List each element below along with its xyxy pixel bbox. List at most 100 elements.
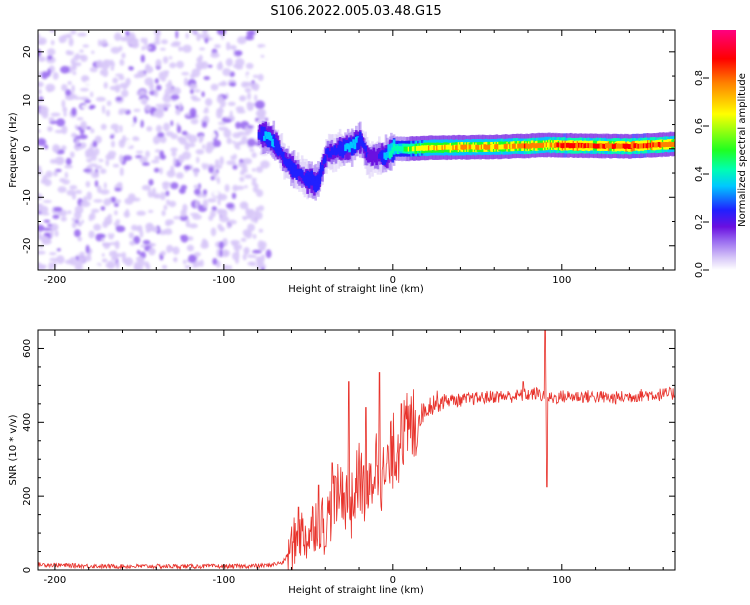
- noise-blob: [51, 226, 56, 231]
- noise-blob: [43, 31, 48, 38]
- ridge-cell: [614, 143, 618, 149]
- noise-blob: [253, 216, 258, 224]
- ridge-cell: [521, 143, 524, 149]
- ridge-cell: [330, 147, 334, 154]
- noise-blob: [97, 233, 106, 238]
- noise-blob: [137, 73, 148, 77]
- ridge-cell: [290, 160, 293, 167]
- ridge-cell: [448, 144, 451, 150]
- noise-blob: [72, 71, 77, 76]
- noise-blob: [61, 84, 68, 92]
- ridge-cell: [390, 143, 393, 154]
- ridge-cell: [549, 142, 553, 148]
- noise-blob: [83, 107, 89, 112]
- noise-blob: [61, 99, 66, 108]
- noise-blob: [239, 144, 248, 151]
- noise-blob: [120, 36, 127, 42]
- noise-blob: [77, 221, 82, 227]
- noise-blob: [208, 164, 214, 167]
- noise-blob: [94, 180, 99, 188]
- ridge-cell: [580, 142, 584, 148]
- snr-panel: -200 -100 0 100 0 200 400 600 Height of straig…: [8, 329, 676, 596]
- noise-blob: [50, 139, 57, 144]
- noise-blob: [243, 247, 250, 255]
- noise-blob: [217, 223, 223, 230]
- noise-blob: [239, 176, 245, 182]
- noise-blob: [161, 210, 166, 217]
- noise-blob: [65, 89, 72, 96]
- noise-blob: [79, 88, 89, 92]
- noise-blob: [72, 191, 76, 200]
- ridge-cell: [465, 144, 469, 150]
- noise-blob: [47, 126, 53, 132]
- noise-blob: [99, 189, 110, 195]
- noise-blob: [84, 99, 91, 104]
- noise-blob: [188, 223, 198, 229]
- noise-blob: [142, 240, 151, 245]
- noise-blob: [107, 154, 116, 160]
- noise-blob: [172, 87, 181, 95]
- noise-blob: [56, 118, 66, 127]
- noise-blob: [39, 205, 49, 214]
- ridge-cell: [591, 143, 595, 149]
- noise-blob: [199, 259, 204, 267]
- noise-blob: [128, 232, 135, 239]
- noise-blob: [132, 136, 139, 142]
- noise-blob: [223, 128, 232, 138]
- noise-blob: [170, 147, 178, 152]
- noise-blob: [112, 163, 120, 168]
- noise-blob: [121, 135, 127, 144]
- noise-blob: [83, 168, 92, 173]
- noise-blob: [244, 185, 248, 189]
- noise-blob: [171, 151, 177, 157]
- ridge-cell: [275, 143, 278, 151]
- ridge-cell: [292, 167, 296, 176]
- ridge-cell: [418, 146, 422, 151]
- ridge-cell: [387, 144, 390, 158]
- noise-blob: [182, 44, 192, 53]
- noise-blob: [61, 125, 68, 135]
- noise-blob: [42, 200, 52, 203]
- noise-blob: [188, 254, 197, 263]
- noise-blob: [43, 144, 49, 150]
- noise-blob: [122, 155, 133, 161]
- noise-blob: [97, 39, 102, 47]
- noise-blob: [114, 240, 120, 250]
- ridge-cell: [667, 142, 670, 147]
- ridge-cell: [387, 150, 390, 157]
- noise-blob: [78, 134, 88, 140]
- noise-blob: [176, 60, 185, 69]
- noise-blob: [74, 229, 81, 238]
- noise-blob: [100, 206, 106, 211]
- noise-blob: [233, 245, 240, 251]
- noise-blob: [48, 262, 54, 270]
- ridge-cell: [565, 142, 569, 148]
- snr-line: [38, 330, 675, 570]
- ridge-cell: [267, 131, 270, 148]
- noise-blob: [38, 88, 42, 95]
- noise-blob: [223, 118, 232, 123]
- noise-blob: [95, 96, 106, 102]
- spectrogram-y-label: Frequency (Hz): [8, 112, 19, 188]
- ridge-cell: [315, 177, 319, 183]
- noise-blob: [251, 168, 256, 172]
- noise-blob: [141, 184, 151, 191]
- noise-blob: [245, 207, 250, 216]
- noise-blob: [213, 164, 223, 170]
- noise-blob: [192, 214, 202, 220]
- noise-blob: [42, 174, 48, 183]
- noise-blob: [161, 182, 172, 186]
- noise-blob: [49, 257, 59, 262]
- noise-blob: [107, 41, 118, 47]
- ridge-cell: [261, 132, 265, 138]
- noise-blob: [217, 198, 221, 206]
- noise-blob: [60, 216, 67, 222]
- noise-blob: [249, 148, 255, 152]
- noise-blob: [103, 81, 108, 89]
- noise-blob: [60, 65, 70, 74]
- noise-blob: [226, 224, 231, 229]
- colorbar-label: Normalized spectral amplitude: [737, 73, 748, 227]
- noise-blob: [82, 44, 90, 48]
- noise-blob: [228, 265, 232, 270]
